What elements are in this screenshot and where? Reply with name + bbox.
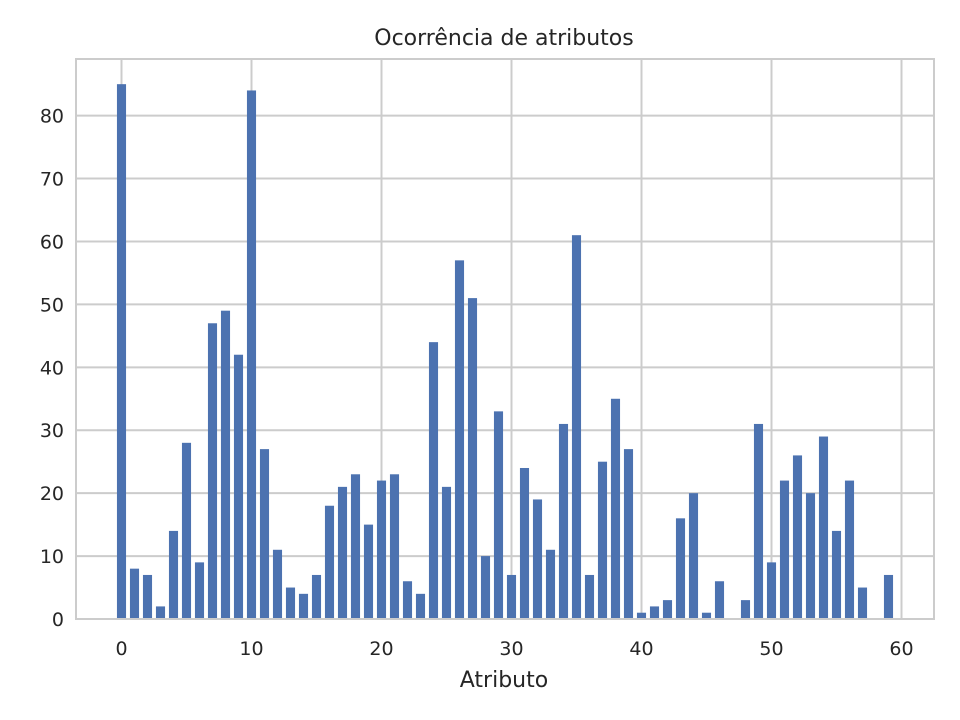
bar-2 <box>142 574 153 619</box>
x-tick-labels: 0 10 20 30 40 50 60 <box>115 638 913 660</box>
bar-28 <box>480 556 491 619</box>
bar-25 <box>441 486 452 619</box>
bar-21 <box>389 474 400 619</box>
bar-5 <box>181 442 192 619</box>
bar-13 <box>285 587 296 619</box>
bar-7 <box>207 323 218 619</box>
bar-50 <box>766 562 777 619</box>
bar-11 <box>259 449 270 619</box>
bar-10 <box>246 90 257 619</box>
bar-27 <box>467 298 478 619</box>
x-tick-label: 30 <box>499 638 523 660</box>
y-tick-label: 70 <box>40 169 64 191</box>
bar-9 <box>233 354 244 619</box>
bar-30 <box>506 574 517 619</box>
y-tick-label: 0 <box>52 609 64 631</box>
x-tick-label: 20 <box>369 638 393 660</box>
chart-title: Ocorrência de atributos <box>374 26 633 51</box>
bar-1 <box>129 568 140 619</box>
y-tick-label: 60 <box>40 231 64 253</box>
bar-39 <box>623 449 634 619</box>
bars <box>116 84 894 620</box>
y-tick-label: 40 <box>40 357 64 379</box>
bar-31 <box>519 467 530 619</box>
bar-33 <box>545 549 556 619</box>
bar-0 <box>116 84 127 620</box>
bar-6 <box>194 562 205 619</box>
bar-29 <box>493 411 504 619</box>
x-tick-label: 50 <box>759 638 783 660</box>
bar-18 <box>350 474 361 619</box>
bar-15 <box>311 574 322 619</box>
bar-22 <box>402 581 413 619</box>
y-tick-label: 80 <box>40 106 64 128</box>
x-tick-label: 0 <box>115 638 127 660</box>
x-axis-label: Atributo <box>460 668 548 693</box>
bar-24 <box>428 342 439 619</box>
y-tick-label: 30 <box>40 420 64 442</box>
bar-17 <box>337 486 348 619</box>
bar-4 <box>168 530 179 619</box>
y-tick-label: 50 <box>40 294 64 316</box>
bar-23 <box>415 593 426 619</box>
bar-54 <box>818 436 829 619</box>
x-tick-label: 10 <box>239 638 263 660</box>
bar-14 <box>298 593 309 619</box>
bar-8 <box>220 310 231 619</box>
bar-3 <box>155 606 166 619</box>
bar-45 <box>701 612 712 619</box>
bar-26 <box>454 260 465 619</box>
bar-12 <box>272 549 283 619</box>
bar-46 <box>714 581 725 619</box>
plot-frame <box>75 58 935 620</box>
bar-41 <box>649 606 660 619</box>
bar-16 <box>324 505 335 619</box>
bar-53 <box>805 493 816 619</box>
y-tick-label: 20 <box>40 483 64 505</box>
bar-19 <box>363 524 374 619</box>
bar-43 <box>675 518 686 619</box>
bar-49 <box>753 423 764 619</box>
bar-40 <box>636 612 647 619</box>
bar-44 <box>688 493 699 619</box>
bar-57 <box>857 587 868 619</box>
bar-55 <box>831 530 842 619</box>
bar-56 <box>844 480 855 619</box>
x-tick-label: 60 <box>889 638 913 660</box>
bar-51 <box>779 480 790 619</box>
bar-42 <box>662 600 673 619</box>
bar-34 <box>558 423 569 619</box>
bar-32 <box>532 499 543 619</box>
bar-59 <box>883 574 894 619</box>
bar-20 <box>376 480 387 619</box>
y-tick-label: 10 <box>40 546 64 568</box>
bar-38 <box>610 398 621 619</box>
y-tick-labels: 0 10 20 30 40 50 60 70 80 <box>40 106 64 631</box>
bar-37 <box>597 461 608 619</box>
bar-48 <box>740 600 751 619</box>
bar-52 <box>792 455 803 619</box>
bar-35 <box>571 235 582 619</box>
bar-36 <box>584 574 595 619</box>
x-tick-label: 40 <box>629 638 653 660</box>
